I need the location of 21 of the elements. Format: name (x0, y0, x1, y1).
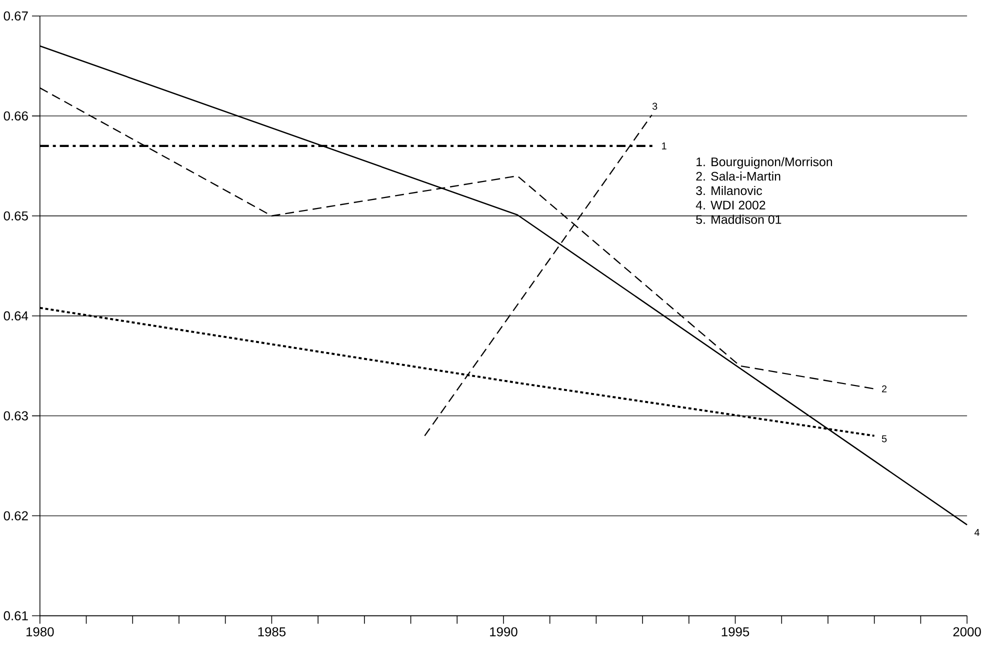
series-label: 5 (882, 435, 887, 442)
series-label: 3 (652, 102, 658, 110)
x-tick-label: 2000 (953, 627, 981, 637)
series-label: 2 (882, 386, 887, 392)
x-tick-label: 1990 (490, 627, 518, 637)
y-tick-label: 0.65 (4, 211, 28, 221)
x-tick-label: 1995 (722, 627, 750, 637)
y-tick-label: 0.63 (4, 411, 28, 421)
x-tick-label: 1985 (258, 627, 286, 637)
y-tick-label: 0.61 (4, 611, 28, 620)
y-tick-label: 0.66 (4, 112, 28, 121)
series-label: 1 (662, 142, 666, 150)
series-label: 4 (974, 529, 980, 536)
y-tick-label: 0.64 (4, 311, 28, 321)
annotation: 2. Sala-i-Martin (696, 172, 780, 181)
y-tick-label: 0.62 (4, 511, 28, 521)
annotation: 1. Bourguignon/Morrison (696, 157, 832, 169)
annotation: 4. WDI 2002 (696, 200, 766, 210)
x-tick-label: 1980 (26, 627, 54, 637)
annotation: 3. Milanovic (696, 186, 762, 196)
y-tick-label: 0.67 (4, 12, 28, 21)
